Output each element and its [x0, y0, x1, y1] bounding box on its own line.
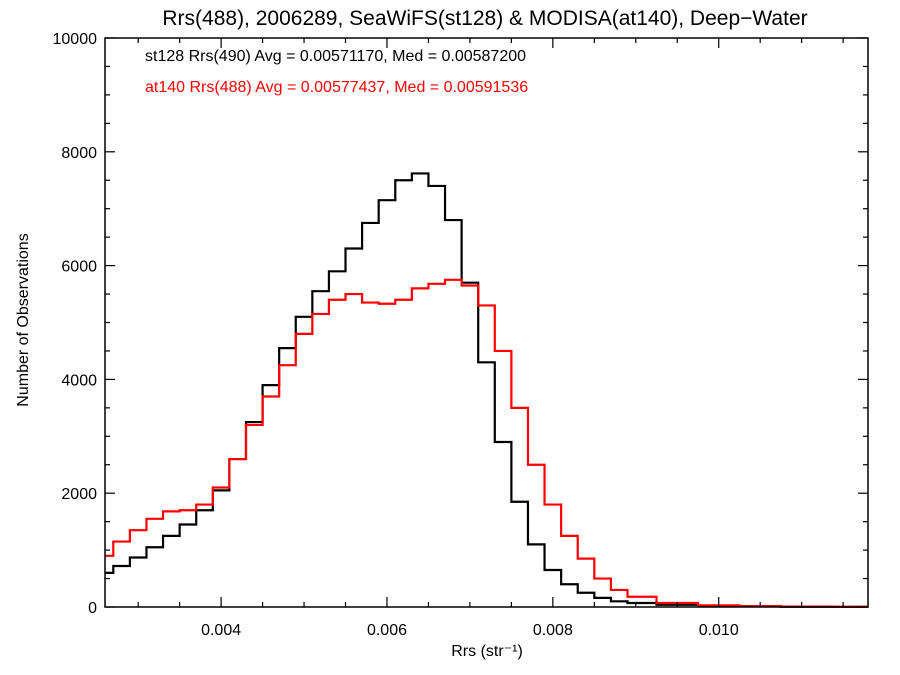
series-layer — [105, 172, 868, 608]
ticks-layer: 0.004 0.006 0.008 0.010 0 2000 4000 6000 8000 100… — [53, 31, 868, 639]
x-tick-label: 0.006 — [367, 622, 407, 639]
x-tick-label: 0.004 — [201, 622, 241, 639]
x-tick-label: 0.010 — [699, 622, 739, 639]
x-axis-title: Rrs (str⁻¹) — [451, 643, 523, 660]
y-axis-title: Number of Observations — [15, 233, 32, 406]
y-tick-label: 2000 — [61, 486, 97, 503]
plot-frame — [104, 37, 869, 608]
chart-title: Rrs(488), 2006289, SeaWiFS(st128) & MODI… — [162, 7, 807, 30]
series-at140-line — [105, 278, 868, 608]
series-st128-line — [105, 172, 868, 608]
x-tick-label: 0.008 — [533, 622, 573, 639]
y-tick-label: 10000 — [53, 31, 98, 48]
y-tick-label: 6000 — [61, 259, 97, 276]
y-tick-label: 0 — [88, 600, 97, 617]
annotation-st128-stats: st128 Rrs(490) Avg = 0.00571170, Med = 0… — [145, 48, 526, 65]
y-tick-label: 8000 — [61, 145, 97, 162]
annotation-at140-stats: at140 Rrs(488) Avg = 0.00577437, Med = 0… — [145, 79, 528, 96]
y-tick-label: 4000 — [61, 372, 97, 389]
